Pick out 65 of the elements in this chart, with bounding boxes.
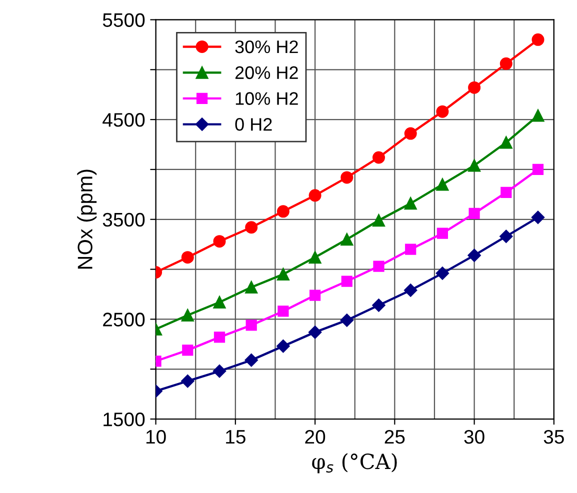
point: [308, 251, 322, 264]
point: [246, 320, 257, 331]
x-axis-title: φ$_{s}$ (°CA): [312, 453, 397, 474]
x-tick-label: 10: [146, 430, 166, 444]
point: [372, 151, 385, 164]
legend-label: 0 H2: [235, 118, 272, 131]
point: [404, 127, 417, 140]
point: [468, 159, 481, 172]
point: [181, 308, 194, 322]
point: [531, 210, 545, 224]
point: [340, 171, 354, 184]
point: [245, 281, 258, 294]
point: [213, 296, 226, 308]
point: [500, 230, 513, 243]
y-tick-label: 2500: [103, 312, 145, 326]
x-tick-label: 25: [384, 430, 405, 444]
point: [404, 284, 418, 297]
y-tick-label: 3500: [102, 212, 145, 227]
point: [500, 136, 512, 149]
point: [181, 251, 194, 264]
point: [373, 260, 384, 272]
point: [436, 105, 449, 118]
point: [308, 189, 322, 202]
point: [468, 248, 481, 262]
point: [372, 214, 385, 227]
legend-label: 10% H2: [236, 92, 298, 105]
point: [212, 364, 226, 378]
point: [436, 266, 450, 280]
y-tick-label: 4500: [102, 113, 145, 127]
point: [468, 81, 481, 94]
point: [468, 208, 480, 219]
point: [278, 306, 289, 317]
point: [436, 178, 449, 191]
point: [276, 268, 290, 281]
point: [182, 344, 194, 356]
point: [276, 340, 290, 353]
point: [340, 233, 354, 246]
point: [532, 33, 544, 46]
x-tick-label: 20: [305, 430, 326, 444]
y-tick-label: 5500: [102, 13, 145, 27]
x-tick-label: 35: [544, 430, 564, 444]
point: [372, 298, 386, 312]
point: [181, 374, 194, 388]
point: [436, 228, 448, 239]
y-tick-label: 1500: [104, 412, 145, 426]
y-axis-title: NOx (ppm): [77, 170, 97, 269]
point: [405, 244, 416, 255]
point: [532, 109, 544, 122]
point: [276, 205, 290, 218]
point: [244, 354, 258, 367]
point: [500, 57, 512, 70]
point: [245, 221, 258, 234]
point: [214, 332, 226, 343]
point: [532, 164, 544, 176]
point: [309, 290, 321, 301]
x-tick-label: 15: [226, 430, 246, 444]
point: [404, 197, 417, 210]
point: [213, 235, 226, 248]
x-tick-label: 30: [464, 430, 484, 444]
point: [500, 186, 512, 198]
legend-label: 30% H2: [235, 40, 298, 54]
point: [341, 276, 352, 287]
legend-label: 20% H2: [235, 66, 298, 80]
point: [340, 314, 354, 327]
point: [308, 326, 322, 339]
